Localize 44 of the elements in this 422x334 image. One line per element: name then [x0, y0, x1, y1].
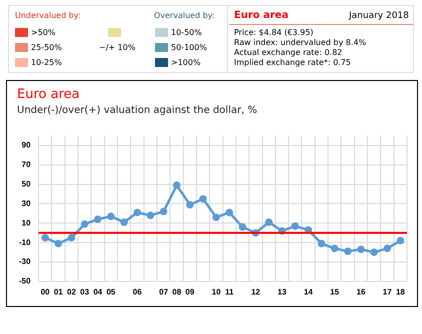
x-tick-label: 15: [330, 287, 340, 296]
text: −/+ 10%: [99, 43, 136, 53]
text: Euro area: [234, 10, 288, 21]
text: >50%: [31, 28, 56, 38]
x-tick-label: 04: [93, 287, 103, 296]
y-tick-label: 10: [22, 218, 32, 228]
text: 10-50%: [171, 28, 202, 38]
x-tick-label: 16: [356, 287, 366, 296]
x-tick-label: 18: [396, 287, 406, 296]
y-tick-label: -10: [19, 238, 32, 247]
x-tick-label: 08: [172, 287, 182, 296]
x-tick-label: 02: [67, 287, 76, 296]
text: Undervalued by:: [15, 11, 81, 21]
x-tick-label: 17: [382, 287, 392, 296]
x-tick-label: 07: [159, 287, 169, 296]
x-tick-label: 03: [80, 287, 90, 296]
chart-subtitle: Under(-)/over(+) valuation against the dollar, %: [17, 105, 258, 116]
x-tick-label: 12: [251, 287, 261, 296]
x-tick-label: 11: [225, 287, 234, 296]
x-tick-label: 05: [106, 287, 116, 296]
y-tick-label: -30: [19, 257, 32, 266]
text: >100%: [171, 58, 201, 68]
x-tick-label: 10: [212, 287, 222, 296]
y-tick-label: 90: [22, 140, 32, 150]
text: January 2018: [349, 11, 409, 21]
chart-title: Euro area: [17, 87, 80, 102]
text: Implied exchange rate*: 0.75: [234, 58, 351, 68]
x-tick-label: 06: [132, 287, 142, 296]
text: 25-50%: [31, 43, 62, 53]
y-tick-label: -50: [19, 276, 32, 286]
y-tick-label: 70: [22, 160, 32, 170]
x-tick-label: 09: [185, 287, 195, 296]
text: Price: $4.84 (€3.95): [234, 28, 314, 38]
y-tick-label: 30: [22, 198, 32, 208]
text: Raw index: undervalued by 8.4%: [234, 38, 366, 48]
text: 10-25%: [31, 58, 62, 68]
x-tick-label: 14: [304, 287, 314, 296]
x-tick-label: 01: [54, 287, 64, 296]
text: Actual exchange rate: 0.82: [234, 48, 342, 58]
text: 50-100%: [171, 43, 207, 53]
y-tick-label: 50: [22, 180, 32, 189]
text: Overvalued by:: [154, 11, 215, 21]
x-tick-label: 00: [40, 287, 50, 296]
x-tick-label: 13: [278, 287, 287, 296]
